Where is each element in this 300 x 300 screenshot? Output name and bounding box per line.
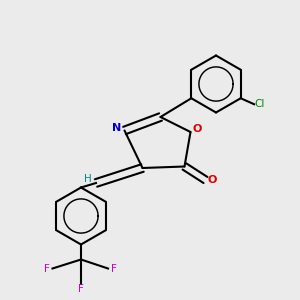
Text: F: F	[111, 263, 117, 274]
Text: O: O	[207, 175, 217, 185]
Text: H: H	[84, 173, 92, 184]
Text: Cl: Cl	[254, 99, 265, 109]
Text: O: O	[192, 124, 202, 134]
Text: F: F	[44, 263, 50, 274]
Text: N: N	[112, 123, 122, 133]
Text: F: F	[78, 284, 84, 295]
